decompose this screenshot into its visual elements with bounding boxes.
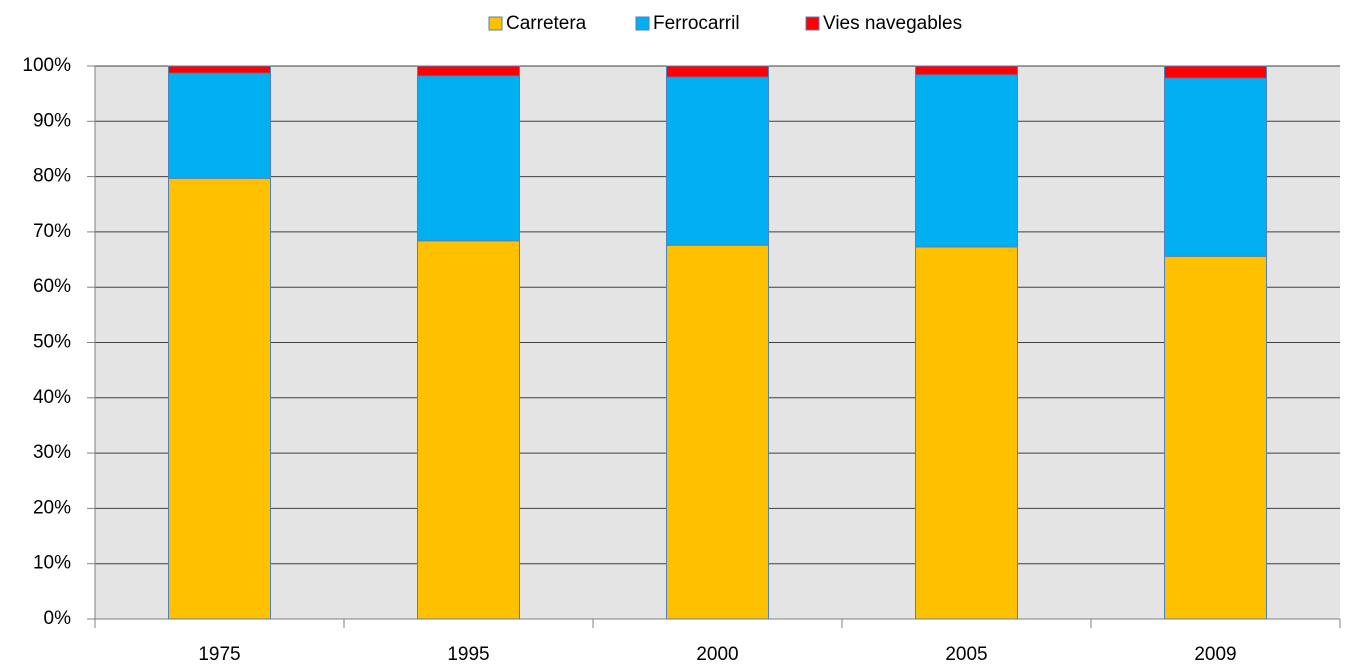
bar-segment [666, 76, 769, 246]
legend-label: Ferrocarril [653, 13, 740, 34]
y-tick-label: 70% [33, 221, 71, 242]
y-tick-label: 90% [33, 110, 71, 131]
x-tick-label: 1995 [447, 644, 489, 664]
y-tick-label: 30% [33, 442, 71, 463]
y-tick-label: 80% [33, 166, 71, 187]
bar-segment [915, 74, 1018, 248]
bar-segment [1164, 77, 1267, 257]
bar-segment [417, 75, 520, 242]
bar-segment [666, 244, 769, 620]
x-tick-label: 2005 [945, 644, 987, 664]
y-tick-label: 20% [33, 497, 71, 518]
bar-segment [1164, 255, 1267, 620]
bar-segment [168, 72, 271, 179]
bar-segment [1164, 65, 1267, 79]
y-tick-label: 60% [33, 276, 71, 297]
x-tick-label: 2000 [696, 644, 738, 664]
legend-swatch [635, 16, 650, 31]
x-tick-label: 2009 [1194, 644, 1236, 664]
y-tick-label: 40% [33, 387, 71, 408]
x-tick-label: 1975 [198, 644, 240, 664]
y-tick-label: 0% [44, 608, 72, 629]
legend-label: Carretera [506, 13, 587, 34]
legend-swatch [805, 16, 820, 31]
bar-segment [417, 65, 520, 77]
bar-segment [666, 65, 769, 78]
bar-segment [168, 177, 271, 620]
y-tick-label: 10% [33, 553, 71, 574]
y-tick-label: 50% [33, 332, 71, 353]
legend-label: Vies navegables [823, 13, 962, 34]
y-tick-label: 100% [22, 55, 71, 76]
bar-segment [915, 246, 1018, 620]
bar-segment [417, 240, 520, 620]
legend-swatch [488, 16, 503, 31]
bar-segment [168, 65, 271, 74]
bar-segment [915, 65, 1018, 76]
